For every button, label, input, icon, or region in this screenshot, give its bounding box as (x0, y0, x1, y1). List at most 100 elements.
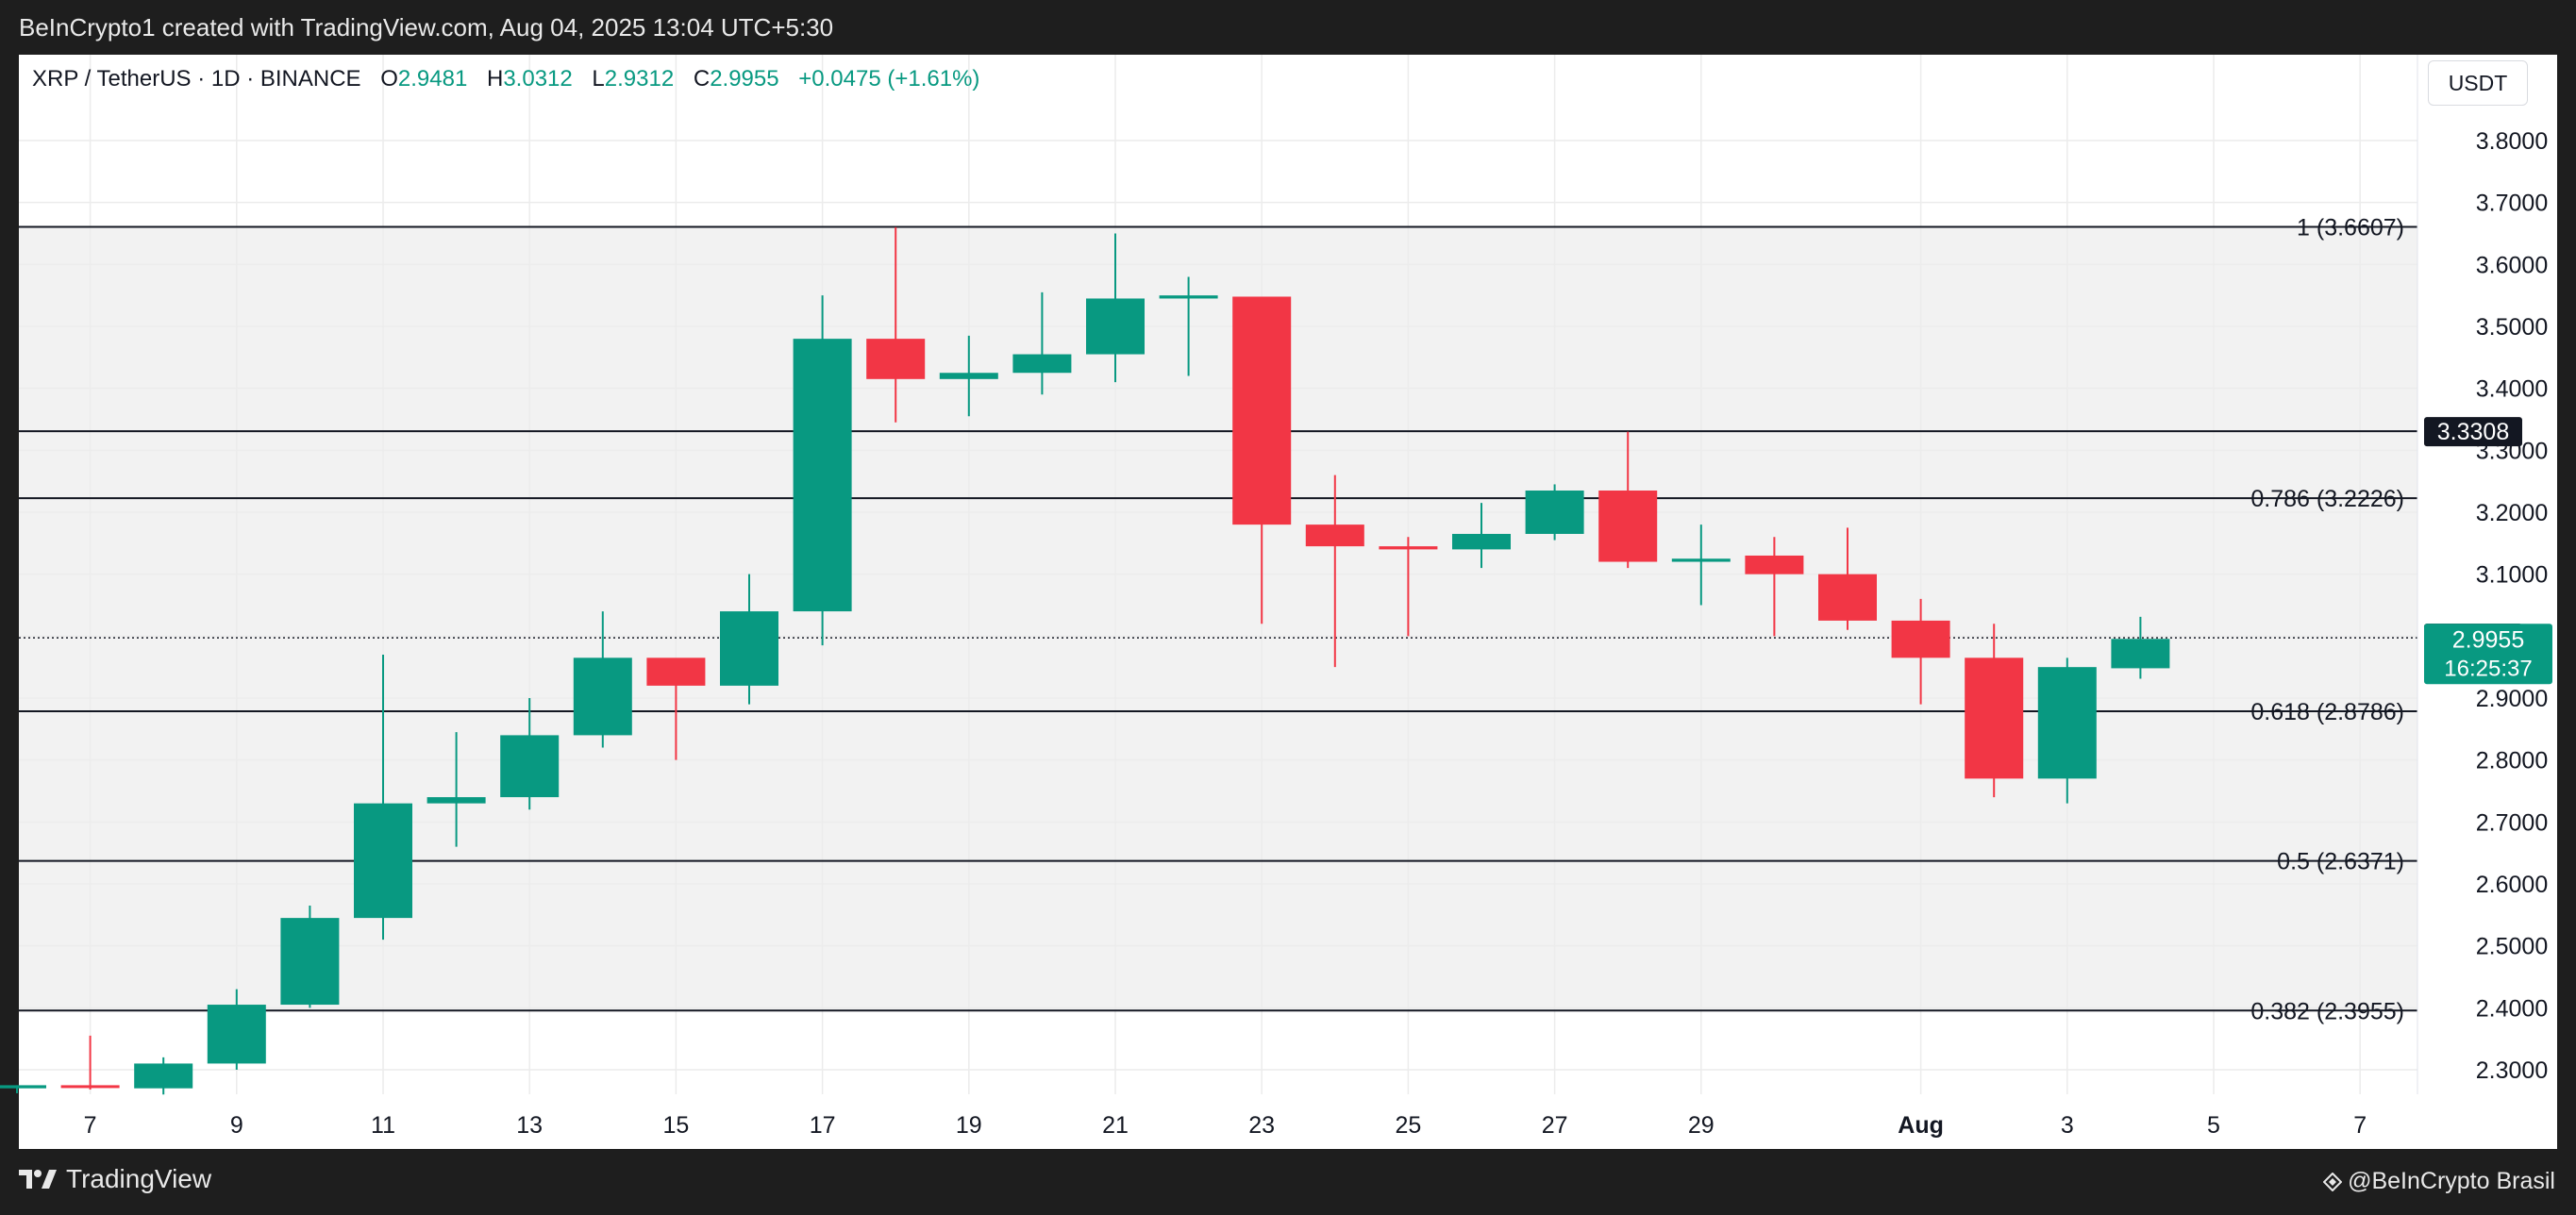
y-tick-label: 2.8000 (2476, 748, 2548, 774)
candle-body (646, 657, 706, 686)
low-label: L (592, 66, 605, 92)
x-tick-label: 11 (371, 1112, 395, 1139)
x-tick-label: 25 (1395, 1112, 1421, 1139)
candle (939, 335, 998, 417)
candle (720, 574, 778, 705)
candle-body (427, 797, 486, 804)
y-tick-label: 3.8000 (2476, 128, 2548, 155)
fib-level-label: 1 (3.6607) (2297, 214, 2404, 241)
candle (427, 732, 486, 847)
candle-body (500, 735, 560, 798)
x-tick-label: 9 (230, 1112, 243, 1139)
candle-body (354, 803, 412, 919)
close-value: 2.9955 (710, 66, 779, 92)
candle (793, 295, 852, 646)
open-label: O (380, 66, 398, 92)
diamond-icon (2323, 1172, 2343, 1191)
candle-body (60, 1085, 120, 1089)
top-bar: BeInCrypto1 created with TradingView.com… (0, 0, 2576, 55)
candle (1525, 484, 1584, 541)
candle-body (720, 611, 778, 686)
high-label: H (486, 66, 504, 92)
candle-body (573, 657, 632, 736)
fib-level-label: 0.5 (2.6371) (2277, 849, 2404, 875)
candle-body (1012, 354, 1072, 374)
x-tick-label: 21 (1102, 1112, 1129, 1139)
candle-body (2037, 667, 2097, 779)
creator-credit: BeInCrypto1 created with TradingView.com… (19, 13, 834, 42)
y-tick-label: 2.4000 (2476, 995, 2548, 1022)
x-tick-label: 13 (516, 1112, 543, 1139)
candle-body (1818, 574, 1877, 621)
y-tick-label: 3.2000 (2476, 500, 2548, 526)
tradingview-icon (19, 1170, 57, 1189)
candle-body (1525, 491, 1584, 534)
candle (1086, 233, 1145, 383)
candle (207, 989, 266, 1070)
candle-body (1598, 491, 1658, 562)
symbol-info: XRP / TetherUS · 1D · BINANCE (32, 66, 361, 92)
last-price-value: 2.9955 (2452, 626, 2524, 653)
x-tick-label: 27 (1542, 1112, 1568, 1139)
x-tick-label: 19 (956, 1112, 982, 1139)
candle-body (207, 1005, 266, 1064)
marked-level-value: 3.3308 (2437, 419, 2509, 445)
candle (1671, 524, 1731, 606)
high-value: 3.0312 (503, 66, 573, 92)
x-tick-label: 5 (2207, 1112, 2220, 1139)
y-tick-label: 3.6000 (2476, 252, 2548, 278)
bottom-bar: TradingView @BeInCrypto Brasil (0, 1149, 2576, 1215)
currency-button[interactable]: USDT (2428, 60, 2528, 106)
y-tick-label: 3.1000 (2476, 562, 2548, 589)
candle-body (1379, 546, 1438, 550)
x-tick-label: 15 (662, 1112, 689, 1139)
candle (1598, 431, 1658, 569)
candle (500, 698, 560, 810)
y-tick-label: 2.5000 (2476, 934, 2548, 960)
candle-body (866, 339, 926, 379)
candle (354, 655, 412, 940)
candle-body (793, 339, 852, 612)
candle (280, 905, 340, 1008)
y-tick-label: 2.7000 (2476, 809, 2548, 836)
open-value: 2.9481 (397, 66, 468, 92)
low-value: 2.9312 (604, 66, 675, 92)
candle (1452, 503, 1511, 569)
candle-body (134, 1063, 193, 1089)
y-tick-label: 2.3000 (2476, 1057, 2548, 1084)
x-tick-label: Aug (1898, 1112, 1944, 1139)
y-tick-label: 3.4000 (2476, 376, 2548, 403)
candle-body (1745, 555, 1804, 574)
candle (1965, 624, 2024, 798)
change-value: +0.0475 (+1.61%) (798, 66, 980, 92)
beincrypto-credit: @BeInCrypto Brasil (2323, 1168, 2555, 1195)
candle (1305, 474, 1364, 668)
price-axis (2417, 55, 2557, 1094)
candle-body (1159, 295, 1218, 299)
bar-countdown: 16:25:37 (2444, 656, 2532, 681)
fib-level-label: 0.786 (3.2226) (2250, 486, 2404, 512)
candle-body (1305, 524, 1364, 547)
candle (2037, 657, 2097, 804)
candle (866, 226, 926, 423)
candle (60, 1035, 120, 1090)
candle-body (1452, 533, 1511, 550)
candle (2111, 616, 2170, 679)
candle-body (939, 373, 998, 379)
fib-level-label: 0.382 (2.3955) (2250, 998, 2404, 1024)
candle-body (1086, 298, 1145, 355)
candle (1818, 527, 1877, 630)
tradingview-logo[interactable]: TradingView (19, 1164, 211, 1194)
x-tick-label: 29 (1688, 1112, 1715, 1139)
candle-body (1965, 657, 2024, 779)
y-tick-label: 3.7000 (2476, 191, 2548, 217)
x-tick-label: 7 (2353, 1112, 2367, 1139)
close-label: C (693, 66, 711, 92)
marked-level-tag (2424, 417, 2522, 447)
symbol-legend: XRP / TetherUS · 1D · BINANCE O2.9481 H3… (32, 66, 979, 92)
candle-body (1671, 558, 1731, 562)
candle (134, 1057, 193, 1095)
candle (1159, 276, 1218, 376)
y-tick-label: 2.9000 (2476, 686, 2548, 712)
